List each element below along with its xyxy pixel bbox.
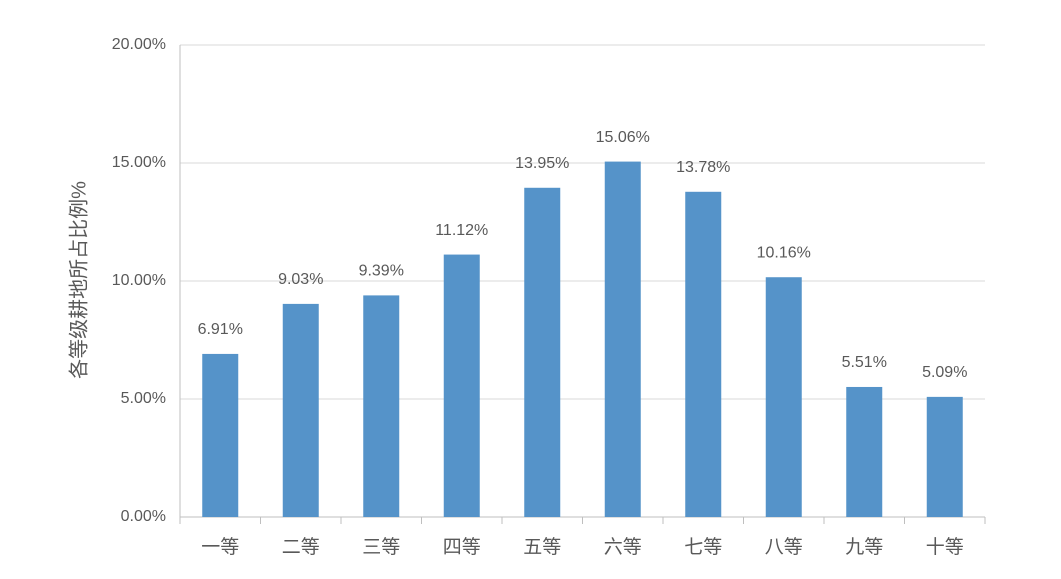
y-tick-label: 15.00% (112, 154, 166, 171)
data-label: 9.03% (278, 271, 323, 288)
bar (685, 191, 722, 518)
data-label: 15.06% (596, 129, 650, 146)
x-tick-label: 五等 (523, 536, 561, 558)
bar (443, 254, 480, 517)
y-tick-label: 0.00% (121, 508, 166, 525)
x-tick-label: 一等 (201, 536, 239, 558)
bar (604, 161, 641, 518)
x-tick-label: 二等 (282, 536, 320, 558)
x-tick-label: 七等 (684, 536, 722, 558)
x-tick-label: 八等 (765, 536, 803, 558)
bar (926, 396, 963, 517)
data-label: 5.51% (842, 354, 887, 371)
y-tick-label: 10.00% (112, 272, 166, 289)
x-tick-label: 十等 (926, 536, 964, 558)
bar (524, 187, 561, 517)
bar (282, 303, 319, 517)
data-label: 6.91% (198, 321, 243, 338)
x-tick-label: 四等 (443, 536, 481, 558)
x-tick-label: 六等 (604, 536, 642, 558)
y-tick-label: 5.00% (121, 390, 166, 407)
data-label: 11.12% (435, 222, 488, 239)
data-label: 13.78% (676, 159, 730, 176)
bar (765, 277, 802, 517)
data-label: 5.09% (922, 364, 967, 381)
y-tick-label: 20.00% (112, 36, 166, 53)
x-tick-label: 三等 (362, 536, 400, 558)
data-label: 10.16% (757, 244, 811, 261)
data-label: 9.39% (359, 263, 404, 280)
bar (846, 386, 883, 517)
x-tick-label: 九等 (845, 536, 883, 558)
y-axis-title: 各等级耕地所占比例% (67, 181, 90, 379)
data-label: 13.95% (515, 155, 569, 172)
bar (202, 353, 239, 517)
bar (363, 295, 400, 517)
